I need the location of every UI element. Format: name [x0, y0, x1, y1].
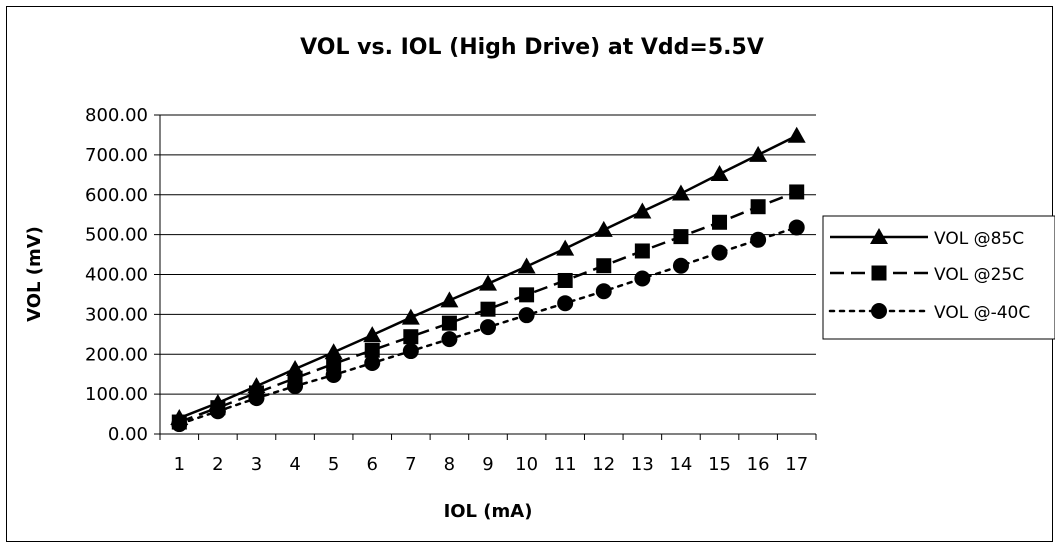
- data-point: [596, 258, 612, 274]
- x-tick-label: 16: [747, 454, 770, 475]
- data-point: [787, 126, 806, 143]
- data-point: [441, 331, 458, 348]
- y-tick-label: 300.00: [85, 304, 148, 325]
- legend-entry: VOL @25C: [830, 265, 1024, 285]
- y-tick-label: 0.00: [108, 424, 148, 445]
- y-axis-title: VOL (mV): [24, 226, 45, 322]
- legend-marker: [870, 228, 888, 244]
- series-square: [171, 184, 805, 430]
- x-tick-label: 10: [515, 454, 538, 475]
- data-point: [595, 283, 612, 300]
- data-point: [789, 184, 805, 200]
- data-point: [519, 287, 535, 303]
- legend-entry: VOL @85C: [830, 228, 1024, 249]
- data-point: [209, 403, 226, 420]
- y-tick-label: 800.00: [85, 105, 148, 126]
- legend-label: VOL @25C: [934, 265, 1024, 285]
- data-point: [711, 244, 728, 261]
- x-tick-label: 11: [554, 454, 577, 475]
- legend-label: VOL @-40C: [934, 303, 1030, 323]
- data-point: [480, 301, 496, 317]
- x-tick-label: 13: [631, 454, 654, 475]
- data-point: [750, 199, 766, 215]
- x-tick-label: 7: [405, 454, 416, 475]
- data-point: [518, 307, 535, 324]
- data-point: [324, 343, 343, 360]
- data-point: [171, 416, 188, 433]
- data-point: [556, 239, 575, 256]
- y-tick-label: 100.00: [85, 384, 148, 405]
- data-point: [440, 291, 459, 308]
- data-point: [364, 355, 381, 372]
- x-tick-label: 6: [367, 454, 378, 475]
- data-point: [672, 257, 689, 274]
- data-point: [326, 356, 342, 372]
- y-tick-label: 600.00: [85, 185, 148, 206]
- data-point: [673, 229, 689, 245]
- data-point: [363, 326, 382, 343]
- data-point: [364, 342, 380, 358]
- data-point: [712, 214, 728, 230]
- series-circle: [171, 219, 805, 433]
- x-tick-label: 3: [251, 454, 262, 475]
- data-point: [557, 295, 574, 312]
- legend-marker: [871, 265, 887, 281]
- legend-entry: VOL @-40C: [828, 303, 1030, 323]
- data-point: [248, 390, 265, 407]
- data-point: [401, 308, 420, 325]
- data-point: [710, 165, 729, 182]
- data-point: [634, 243, 650, 259]
- x-tick-labels: 1 2 3 4 5 6 7 8 9 10 11 12 13 14 15 16 17: [174, 454, 809, 475]
- data-point: [479, 274, 497, 291]
- x-tick-label: 2: [212, 454, 223, 475]
- legend-marker: [871, 303, 887, 319]
- x-tick-label: 9: [482, 454, 493, 475]
- y-tick-label: 700.00: [85, 145, 148, 166]
- y-tick-label: 400.00: [85, 265, 148, 286]
- x-tick-label: 12: [592, 454, 615, 475]
- x-tick-label: 1: [174, 454, 185, 475]
- data-point: [287, 378, 304, 395]
- y-tick-label: 500.00: [85, 225, 148, 246]
- x-tick-label: 4: [289, 454, 300, 475]
- x-tick-label: 5: [328, 454, 339, 475]
- data-point: [517, 257, 536, 274]
- chart-title: VOL vs. IOL (High Drive) at Vdd=5.5V: [300, 35, 764, 60]
- data-point: [325, 366, 342, 383]
- legend: VOL @85C VOL @25C VOL @-40C: [822, 215, 1055, 340]
- data-point: [403, 329, 419, 345]
- x-tick-label: 8: [444, 454, 455, 475]
- data-point: [480, 319, 496, 336]
- axes: [154, 114, 817, 440]
- data-point: [671, 184, 690, 201]
- legend-label: VOL @85C: [934, 229, 1024, 249]
- series-triangle: [170, 126, 806, 426]
- data-point: [788, 219, 805, 236]
- data-point: [557, 272, 573, 288]
- data-point: [594, 220, 613, 237]
- x-tick-label: 17: [785, 454, 808, 475]
- x-axis-title: IOL (mA): [444, 501, 533, 522]
- data-point: [750, 231, 767, 248]
- y-tick-label: 200.00: [85, 344, 148, 365]
- plot-area: [170, 126, 806, 433]
- data-point: [402, 343, 419, 360]
- data-point: [634, 270, 651, 287]
- data-point: [441, 315, 457, 331]
- y-tick-labels: 0.00 100.00 200.00 300.00 400.00 500.00 600.00…: [85, 105, 148, 445]
- x-tick-label: 15: [708, 454, 731, 475]
- data-point: [749, 145, 768, 162]
- x-tick-label: 14: [669, 454, 692, 475]
- data-point: [633, 202, 652, 219]
